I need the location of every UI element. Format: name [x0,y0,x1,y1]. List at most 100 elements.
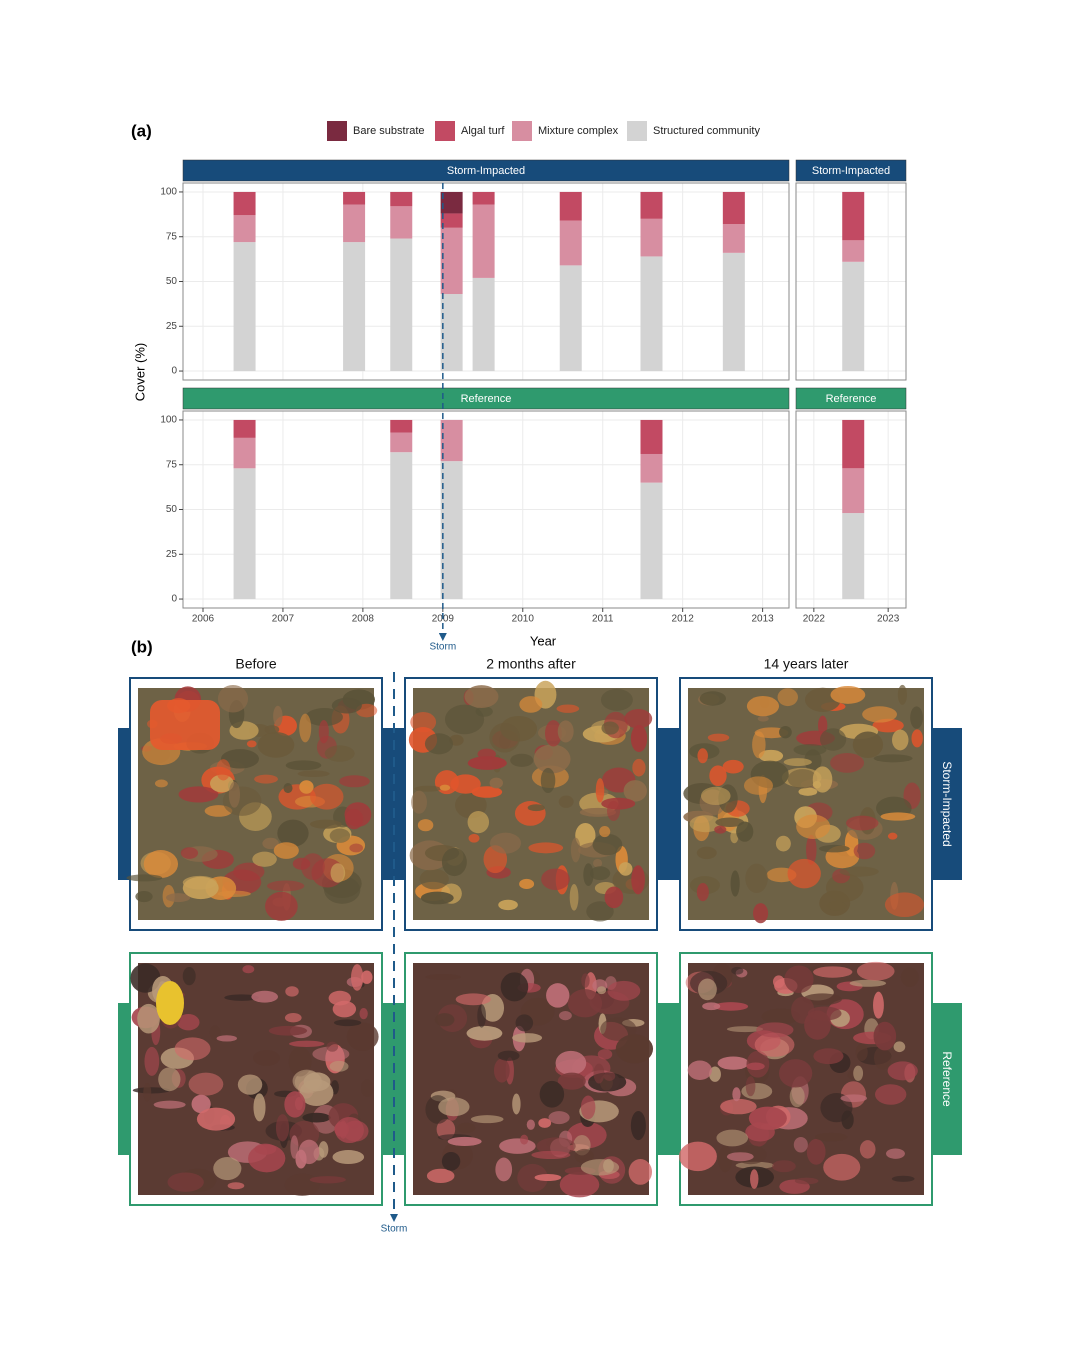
photo-texture [220,749,259,769]
y-tick-label: 50 [166,504,178,515]
photo-texture [880,812,916,821]
photo-texture [351,964,364,991]
photo-texture [533,744,571,774]
strip-label: Storm-Impacted [812,165,890,177]
photo-texture [489,722,520,753]
photo-texture [273,705,283,727]
photo-texture [557,720,574,743]
column-label: Before [235,656,276,672]
photo-texture [630,724,648,753]
photo-texture [911,729,923,748]
bar-segment [559,265,582,372]
photo-texture [495,1157,513,1182]
photo-texture [714,825,727,834]
photo-texture [330,863,346,883]
photo-texture [699,691,726,706]
photo-texture [855,1043,868,1062]
photo-texture [546,983,570,1008]
sponge [150,700,220,750]
photo-texture [318,719,329,744]
photo-texture [277,819,309,847]
strip-label: Reference [461,393,512,405]
photo-texture [698,978,717,1001]
y-tick-label: 0 [171,594,177,605]
photo-texture [758,749,784,762]
bar-segment [390,452,413,600]
photo-texture [813,1048,844,1065]
y-tick-label: 50 [166,276,178,287]
photo-texture [180,847,199,859]
bar-segment [390,238,413,372]
photo-texture [806,834,817,865]
bar-segment [440,419,463,462]
bar-segment [559,191,582,221]
photo-texture [332,1150,365,1164]
photo-texture [349,843,364,853]
photo-texture [345,808,364,830]
photo-texture [158,1067,181,1092]
photo-texture [457,1122,476,1134]
photo-texture [328,990,352,1006]
photo-texture [209,1025,221,1041]
photo-texture [438,1097,470,1117]
bar-segment [472,204,495,278]
photo-texture [284,1173,320,1196]
row-label: Reference [940,1051,954,1107]
photo-texture [575,822,596,848]
photo-texture [757,715,769,722]
photo-texture [285,986,299,997]
bar-segment [640,191,663,219]
photo-texture [182,876,219,900]
bar-segment [233,468,256,600]
photo-texture [580,1159,620,1176]
photo-texture [224,994,259,1001]
photo-texture [787,858,821,889]
photo-texture [227,1182,245,1190]
photo-texture [464,685,499,709]
x-tick-label: 2013 [751,614,774,625]
photo-texture [538,1118,552,1128]
photo-texture [689,815,722,833]
photo-texture [702,1002,721,1011]
photo-texture [216,759,231,781]
photo-texture [599,825,611,838]
photo-texture [754,1032,795,1057]
photo-texture [607,980,641,1001]
photo-texture [326,1041,339,1052]
photo-texture [285,760,322,771]
photo-texture [426,1168,455,1184]
photo-texture [748,1106,787,1130]
photo-texture [720,1098,757,1115]
photo-texture [527,804,545,812]
photo-texture [410,712,437,733]
bar-segment [440,213,463,228]
bar-segment [390,191,413,207]
x-tick-label: 2008 [352,614,375,625]
photo-texture [745,863,768,893]
photo-texture [709,1066,721,1082]
photo-texture [222,786,262,816]
photo-texture [305,708,343,727]
photo-texture [132,1087,171,1094]
photo-texture [499,1138,536,1154]
bar-segment [722,191,745,225]
photo-texture [697,748,708,764]
photo-texture [248,1144,286,1173]
legend-swatch [627,121,647,141]
photo-texture [775,835,791,852]
photo-texture [794,1177,819,1185]
photo-texture [143,850,179,879]
storm-label: Storm [381,1224,408,1235]
photo-texture [339,775,370,788]
photo-texture [254,774,278,784]
photo-texture [709,765,727,787]
photo-texture [284,1091,306,1118]
photo-texture [361,1079,374,1097]
photo-texture [143,1083,152,1102]
photo-texture [444,704,485,735]
photo-texture [284,1013,302,1023]
photo-texture [586,901,614,922]
photo-texture [750,1169,759,1189]
photo-texture [559,1172,600,1198]
bar-segment [640,453,663,483]
